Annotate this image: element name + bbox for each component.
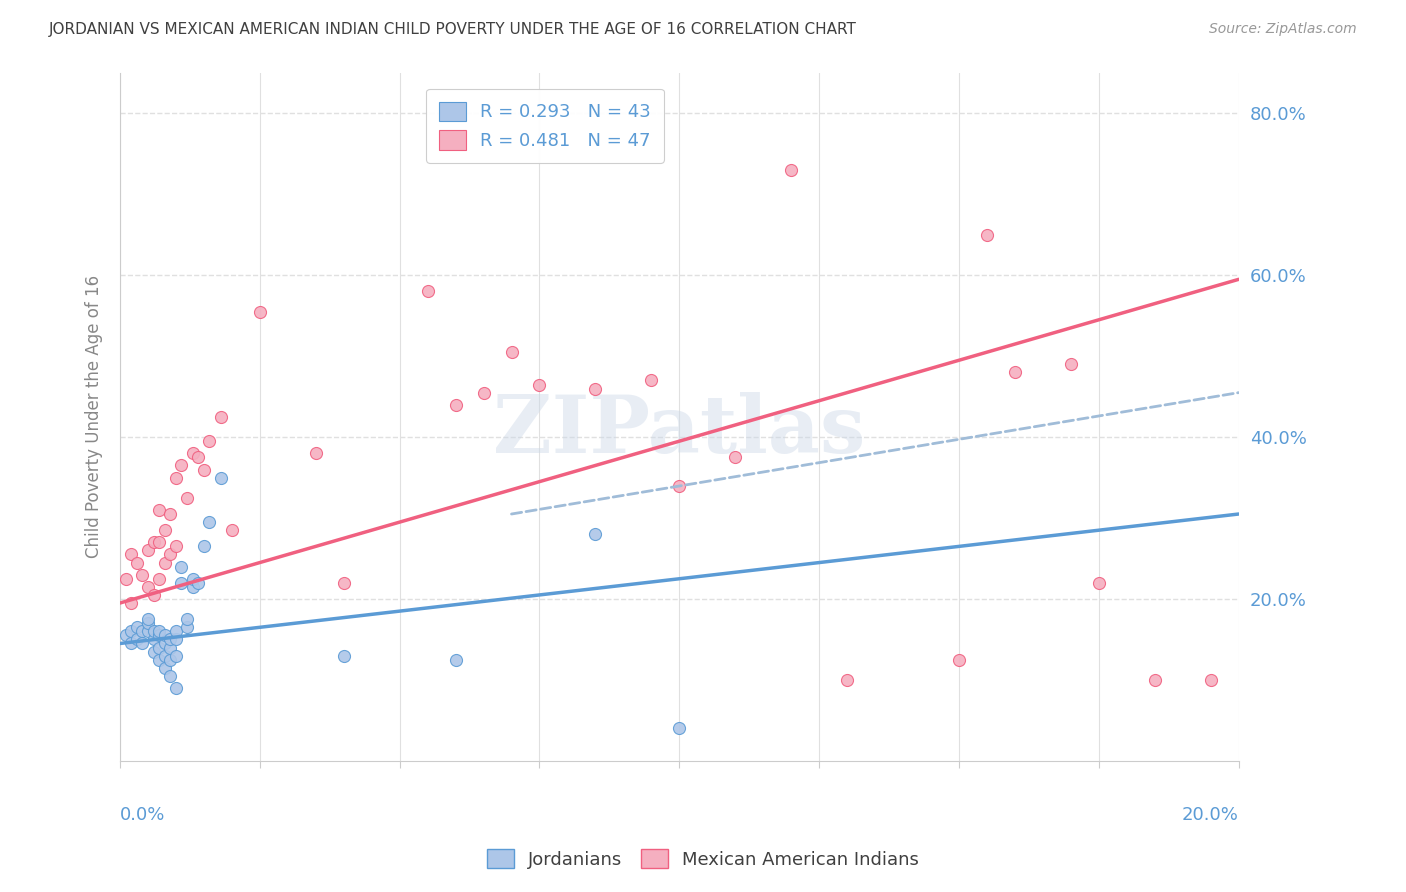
Point <box>181 446 204 460</box>
Point <box>165 632 187 647</box>
Legend: Jordanians, Mexican American Indians: Jordanians, Mexican American Indians <box>479 841 927 876</box>
Y-axis label: Child Poverty Under the Age of 16: Child Poverty Under the Age of 16 <box>86 276 103 558</box>
Point <box>193 462 215 476</box>
Point <box>148 572 170 586</box>
Point <box>187 450 209 465</box>
Point <box>176 620 198 634</box>
Text: JORDANIAN VS MEXICAN AMERICAN INDIAN CHILD POVERTY UNDER THE AGE OF 16 CORRELATI: JORDANIAN VS MEXICAN AMERICAN INDIAN CHI… <box>49 22 858 37</box>
Point <box>948 653 970 667</box>
Text: Source: ZipAtlas.com: Source: ZipAtlas.com <box>1209 22 1357 37</box>
Point <box>120 636 142 650</box>
Point <box>170 458 193 473</box>
Point <box>148 640 170 655</box>
Point <box>1088 575 1111 590</box>
Point <box>142 535 165 549</box>
Point <box>142 588 165 602</box>
Point <box>153 556 176 570</box>
Point <box>198 515 221 529</box>
Point <box>153 661 176 675</box>
Point <box>131 567 153 582</box>
Point <box>159 653 181 667</box>
Point <box>114 572 136 586</box>
Point <box>153 523 176 537</box>
Point <box>181 572 204 586</box>
Point <box>780 163 803 178</box>
Text: 20.0%: 20.0% <box>1182 805 1239 823</box>
Point <box>120 624 142 639</box>
Point <box>583 527 606 541</box>
Point <box>221 523 243 537</box>
Point <box>181 580 204 594</box>
Point <box>1004 365 1026 379</box>
Point <box>976 227 998 242</box>
Point <box>332 575 354 590</box>
Text: ZIPatlas: ZIPatlas <box>494 392 866 470</box>
Point <box>332 648 354 663</box>
Point <box>444 398 467 412</box>
Point <box>176 612 198 626</box>
Point <box>1199 673 1222 687</box>
Point <box>142 644 165 658</box>
Point <box>148 624 170 639</box>
Point <box>159 507 181 521</box>
Point <box>835 673 858 687</box>
Point <box>148 503 170 517</box>
Point <box>209 470 232 484</box>
Point <box>148 628 170 642</box>
Point <box>136 612 159 626</box>
Point <box>668 722 690 736</box>
Point <box>724 450 747 465</box>
Point <box>165 540 187 554</box>
Point <box>159 640 181 655</box>
Point <box>165 681 187 695</box>
Point <box>668 478 690 492</box>
Point <box>159 632 181 647</box>
Point <box>416 285 439 299</box>
Point <box>142 624 165 639</box>
Point <box>125 632 148 647</box>
Point <box>501 345 523 359</box>
Point <box>142 632 165 647</box>
Point <box>120 596 142 610</box>
Point <box>136 616 159 631</box>
Point <box>472 385 495 400</box>
Point <box>170 575 193 590</box>
Point <box>125 556 148 570</box>
Point <box>165 470 187 484</box>
Point <box>131 624 153 639</box>
Point <box>640 374 662 388</box>
Text: 0.0%: 0.0% <box>120 805 166 823</box>
Point <box>1060 357 1083 371</box>
Point <box>131 636 153 650</box>
Point <box>170 559 193 574</box>
Point <box>159 669 181 683</box>
Point <box>125 620 148 634</box>
Point <box>249 304 271 318</box>
Point <box>209 409 232 424</box>
Point <box>1143 673 1166 687</box>
Point <box>444 653 467 667</box>
Point <box>153 648 176 663</box>
Point <box>136 543 159 558</box>
Point <box>198 434 221 449</box>
Point <box>153 636 176 650</box>
Point <box>165 624 187 639</box>
Point <box>159 548 181 562</box>
Point <box>120 548 142 562</box>
Point <box>305 446 328 460</box>
Point <box>148 653 170 667</box>
Point <box>136 624 159 639</box>
Point <box>193 540 215 554</box>
Point <box>187 575 209 590</box>
Point <box>583 382 606 396</box>
Legend: R = 0.293   N = 43, R = 0.481   N = 47: R = 0.293 N = 43, R = 0.481 N = 47 <box>426 89 664 163</box>
Point <box>176 491 198 505</box>
Point <box>148 535 170 549</box>
Point <box>153 628 176 642</box>
Point <box>114 628 136 642</box>
Point <box>165 648 187 663</box>
Point <box>529 377 551 392</box>
Point <box>136 580 159 594</box>
